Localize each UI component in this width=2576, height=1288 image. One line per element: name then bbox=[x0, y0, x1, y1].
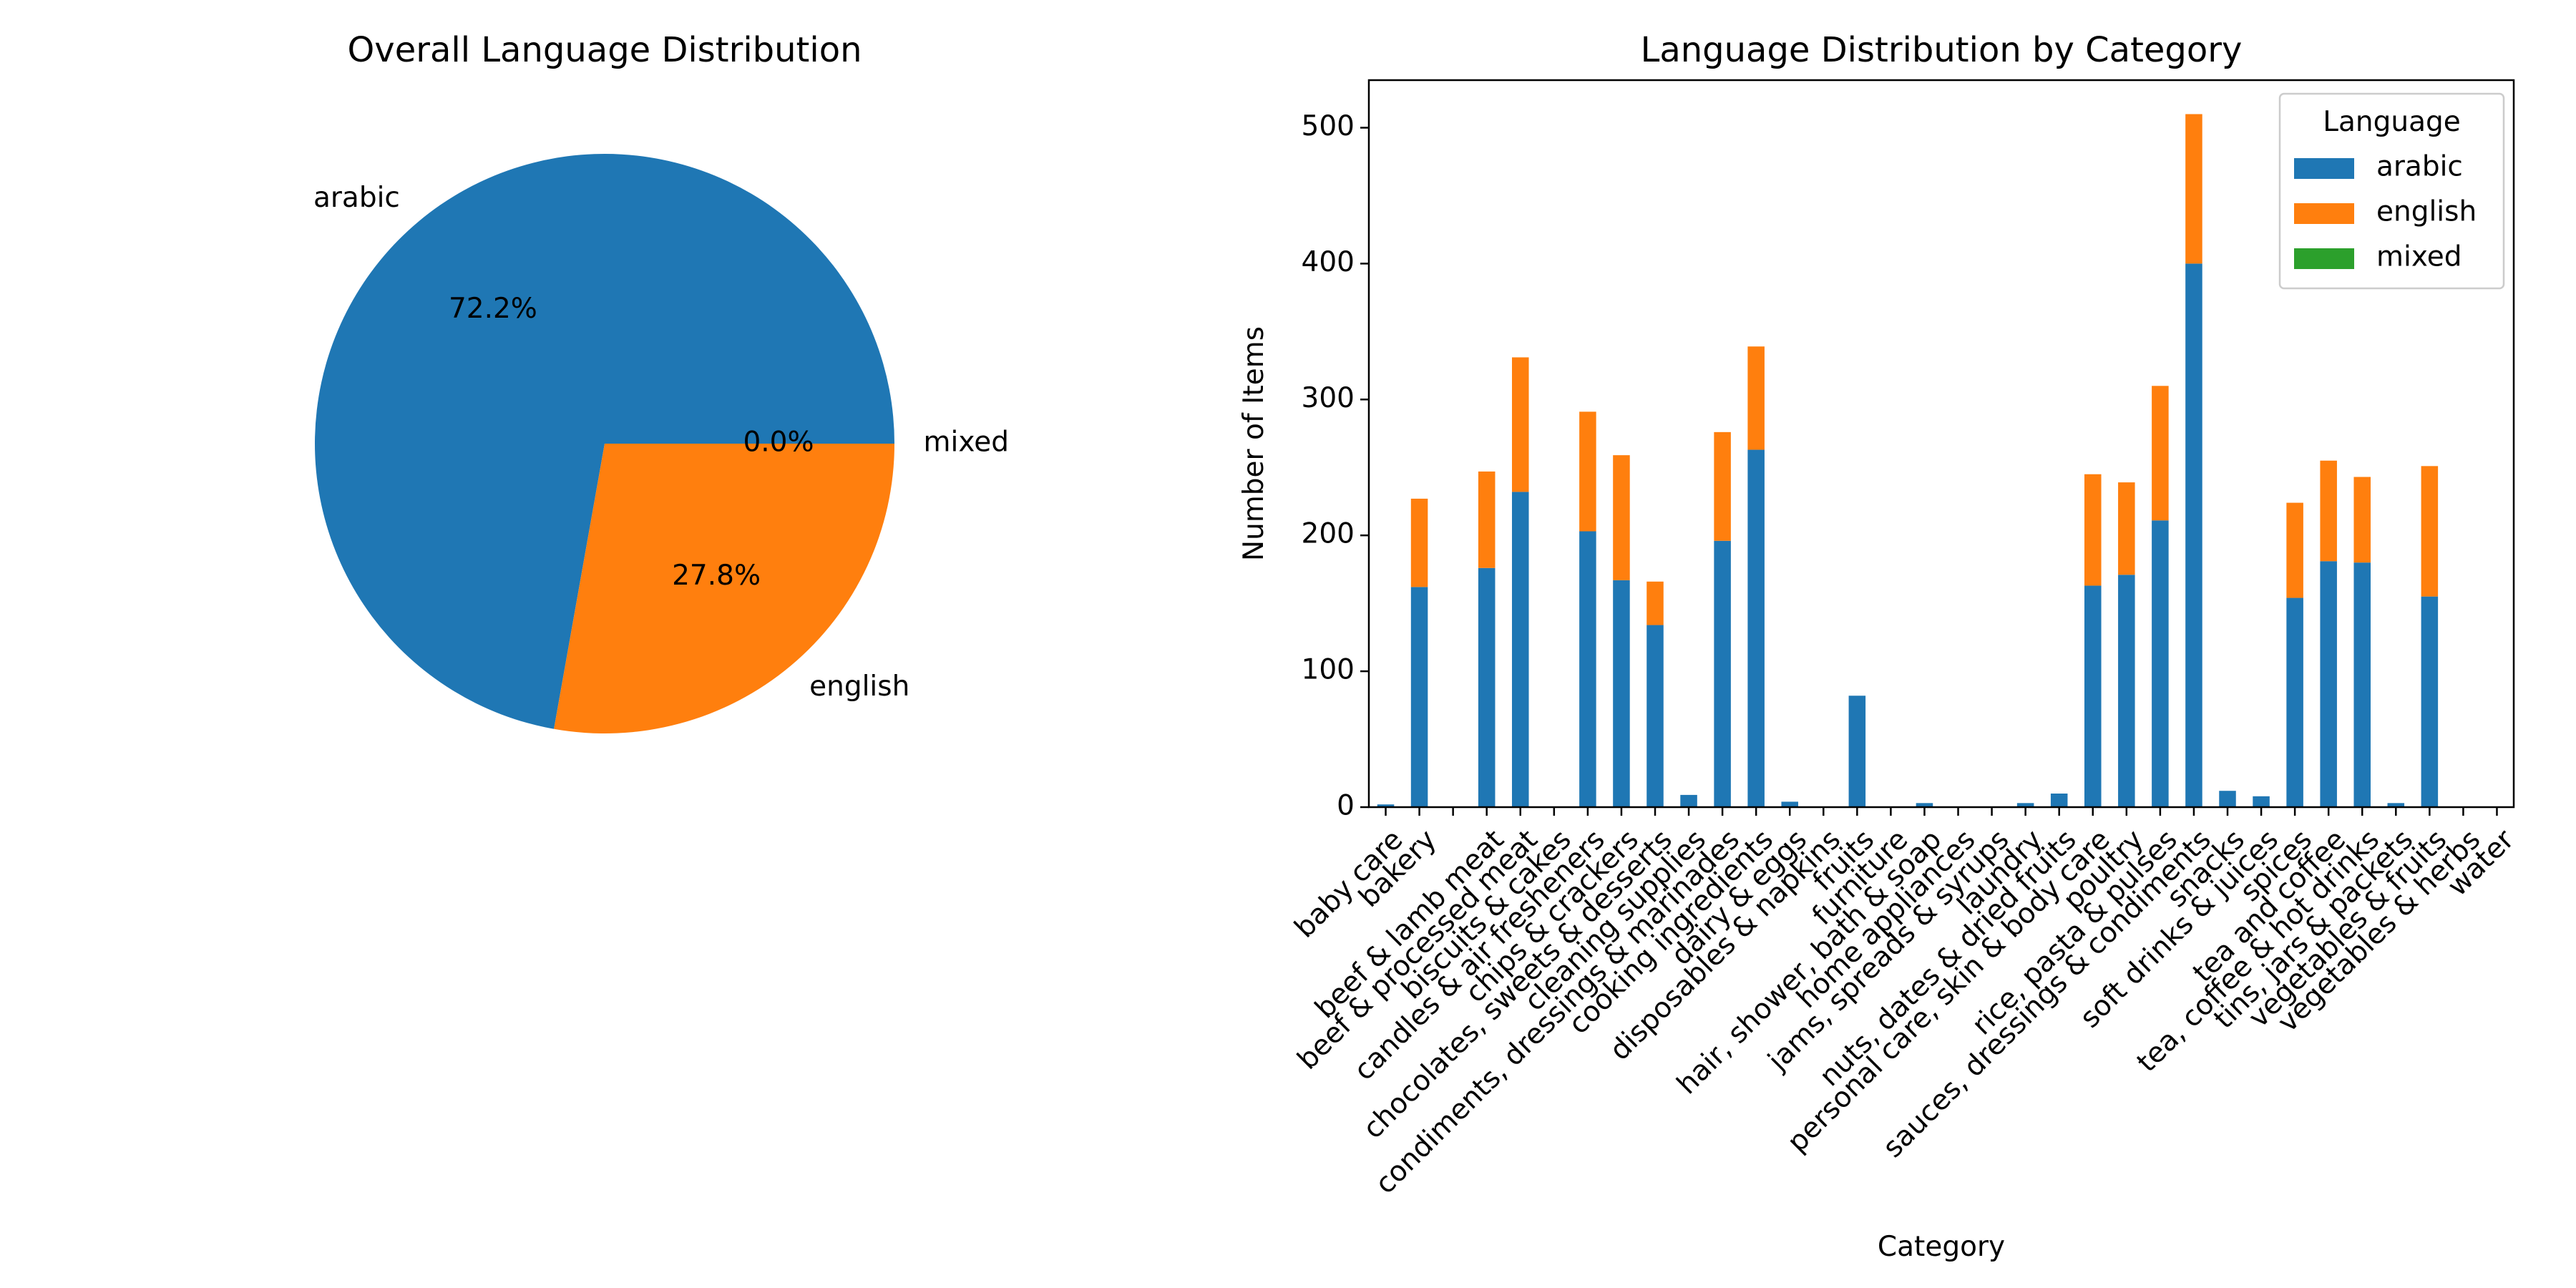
legend: Language arabic english mixed bbox=[2278, 92, 2505, 290]
bar-english-24 bbox=[2185, 114, 2202, 264]
pie-percent-arabic: 72.2% bbox=[449, 293, 537, 325]
bar-arabic-31 bbox=[2421, 596, 2439, 807]
pie-chart-title: Overall Language Distribution bbox=[348, 30, 862, 70]
pie-chart: Overall Language Distribution arabic 72.2… bbox=[313, 30, 1009, 733]
bar-arabic-11 bbox=[1747, 449, 1765, 807]
bar-english-23 bbox=[2152, 386, 2169, 521]
bar-arabic-4 bbox=[1512, 492, 1529, 807]
bar-arabic-14 bbox=[1848, 696, 1866, 807]
bar-arabic-16 bbox=[1916, 803, 1933, 807]
pie-percent-mixed: 0.0% bbox=[743, 426, 814, 459]
bar-arabic-22 bbox=[2118, 575, 2135, 807]
bar-arabic-23 bbox=[2152, 520, 2169, 807]
x-axis-label: Category bbox=[1878, 1231, 2005, 1263]
legend-items: arabic english mixed bbox=[2294, 151, 2477, 273]
bar-english-22 bbox=[2118, 482, 2135, 575]
bar-arabic-10 bbox=[1714, 540, 1731, 807]
y-tick-label: 300 bbox=[1302, 382, 1355, 414]
plot-frame bbox=[1367, 79, 2515, 809]
bar-english-28 bbox=[2320, 460, 2337, 562]
legend-box bbox=[2278, 92, 2505, 290]
bar-arabic-12 bbox=[1781, 801, 1798, 807]
bar-arabic-26 bbox=[2253, 796, 2270, 807]
bar-arabic-19 bbox=[2016, 803, 2034, 807]
bar-arabic-9 bbox=[1680, 794, 1697, 807]
y-tick-label: 500 bbox=[1302, 110, 1355, 142]
bar-arabic-28 bbox=[2320, 561, 2337, 807]
series-english bbox=[1410, 114, 2439, 625]
bar-english-8 bbox=[1646, 581, 1664, 625]
bar-arabic-7 bbox=[1613, 580, 1630, 807]
pie-percent-english: 27.8% bbox=[672, 560, 761, 592]
bar-series bbox=[1377, 114, 2439, 807]
y-tick-label: 200 bbox=[1302, 518, 1355, 550]
bar-arabic-24 bbox=[2185, 263, 2202, 807]
bar-arabic-0 bbox=[1377, 804, 1395, 807]
bar-arabic-1 bbox=[1410, 587, 1428, 807]
bar-english-31 bbox=[2421, 466, 2439, 597]
pie-label-arabic: arabic bbox=[313, 182, 400, 214]
series-arabic bbox=[1377, 263, 2439, 807]
pie-labels: arabic 72.2% english 27.8% mixed 0.0% bbox=[313, 182, 1009, 703]
pie-label-english: english bbox=[809, 670, 909, 703]
pie-label-mixed: mixed bbox=[924, 426, 1009, 459]
legend-label-english: english bbox=[2376, 196, 2477, 228]
bar-english-4 bbox=[1512, 357, 1529, 492]
y-axis-ticks: 0 100 200 300 400 500 bbox=[1302, 110, 1369, 822]
bar-arabic-8 bbox=[1646, 625, 1664, 807]
y-tick-label: 100 bbox=[1302, 654, 1355, 686]
bar-english-10 bbox=[1714, 431, 1731, 541]
bar-english-6 bbox=[1579, 411, 1596, 532]
bar-english-3 bbox=[1478, 471, 1496, 568]
bar-arabic-20 bbox=[2050, 794, 2068, 807]
bar-english-21 bbox=[2084, 474, 2102, 586]
legend-swatch-english bbox=[2294, 203, 2354, 224]
pie-slices bbox=[315, 154, 895, 733]
y-tick-label: 400 bbox=[1302, 246, 1355, 278]
pie-slice-english bbox=[554, 444, 894, 733]
bar-arabic-25 bbox=[2219, 791, 2236, 807]
bar-arabic-3 bbox=[1478, 567, 1496, 807]
bar-arabic-6 bbox=[1579, 531, 1596, 807]
bar-english-27 bbox=[2286, 502, 2303, 598]
legend-swatch-mixed bbox=[2294, 248, 2354, 269]
bar-arabic-27 bbox=[2286, 597, 2303, 807]
bar-arabic-29 bbox=[2353, 562, 2371, 807]
y-tick-label: 0 bbox=[1337, 790, 1355, 822]
bar-english-1 bbox=[1410, 498, 1428, 587]
bar-arabic-21 bbox=[2084, 585, 2102, 807]
legend-title: Language bbox=[2323, 106, 2460, 138]
bar-english-29 bbox=[2353, 477, 2371, 563]
bar-english-7 bbox=[1613, 455, 1630, 580]
bar-english-11 bbox=[1747, 346, 1765, 450]
legend-label-mixed: mixed bbox=[2376, 241, 2462, 273]
bar-chart-title: Language Distribution by Category bbox=[1641, 30, 2243, 70]
legend-swatch-arabic bbox=[2294, 158, 2354, 179]
pie-slice-arabic bbox=[315, 154, 895, 729]
legend-label-arabic: arabic bbox=[2376, 151, 2463, 183]
bar-arabic-30 bbox=[2387, 803, 2405, 807]
y-axis-label: Number of Items bbox=[1238, 326, 1270, 561]
